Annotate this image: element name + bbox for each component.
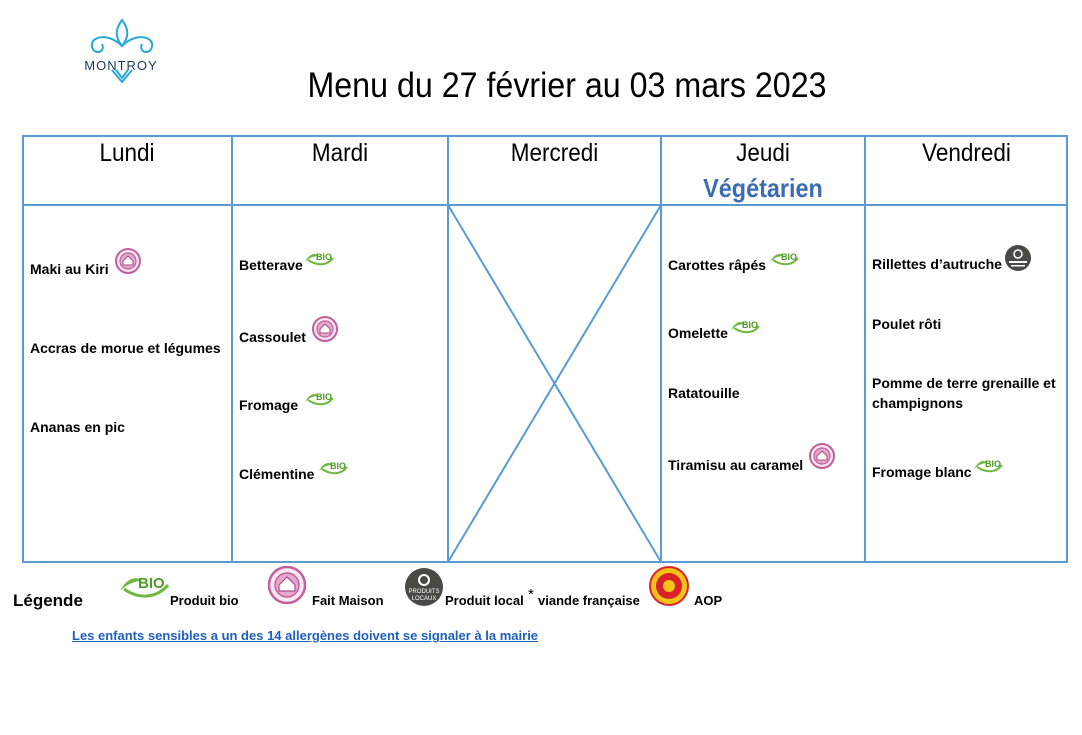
produit-local-icon: PRODUITS LOCAUX [405,568,443,606]
cross-line-2 [447,204,662,563]
aop-icon [649,566,689,606]
bio-icon [317,457,349,479]
menu-item: Tiramisu au caramel [668,457,804,473]
bio-badge-text: BIO [138,575,165,592]
day-header-jeudi: Jeudi [736,139,790,167]
fleur-de-lis-icon [90,18,154,84]
menu-item: Pomme de terre grenaille et champignons [872,375,1056,411]
menu-grid: Lundi Mardi Mercredi Jeudi Végétarien Ve… [22,135,1068,563]
legend-maison-label: Fait Maison [312,593,384,608]
bio-icon [729,316,761,338]
allergen-notice-link[interactable]: Les enfants sensibles a un des 14 allerg… [72,628,539,643]
menu-item: Poulet rôti [872,316,942,332]
montroy-logo: MONTROY [78,18,168,92]
menu-item: Rillettes d’autruche [872,256,1002,272]
menu-item: Betterave [239,257,303,273]
legend-asterisk: * [528,586,534,603]
fait-maison-icon [309,316,341,342]
bio-icon [768,248,800,270]
legend-bio-label: Produit bio [170,593,239,608]
bio-icon: BIO [120,575,170,598]
day-header-vendredi: Vendredi [922,139,1011,167]
legend-viande-label: viande française [538,593,640,608]
fait-maison-icon [112,248,144,274]
fait-maison-icon [806,443,838,469]
fait-maison-icon [267,566,307,604]
menu-item: Fromage [239,397,299,413]
menu-item: Ananas en pic [30,419,125,435]
day-header-mardi: Mardi [311,139,369,167]
menu-item: Omelette [668,325,728,341]
legend-aop-label: AOP [694,593,723,608]
menu-item: Ratatouille [668,385,740,401]
legend-title: Légende [13,591,83,610]
local-badge-line1: PRODUITS [408,589,439,595]
menu-item: Clémentine [239,466,315,482]
logo-text: MONTROY [84,58,158,73]
bio-icon [303,388,335,410]
page-title: Menu du 27 février au 03 mars 2023 [307,66,827,105]
menu-item: Fromage blanc [872,464,972,480]
local-badge-line2: LOCAUX [412,596,437,602]
vegetarien-label: Végétarien [703,173,823,203]
day-header-mercredi: Mercredi [510,139,599,167]
day-header-lundi: Lundi [99,139,155,167]
bio-icon [972,455,1004,477]
menu-item: Carottes râpés [668,257,767,273]
grid-lines [22,135,1068,563]
bio-icon [303,248,335,270]
menu-item: Accras de morue et légumes [30,340,221,356]
produit-local-icon [1002,244,1034,272]
menu-item: Cassoulet [239,329,306,345]
menu-item: Maki au Kiri [30,261,109,277]
legend-local-label: Produit local [445,593,524,608]
legend: Légende BIO Produit bio Fait Maison PROD… [0,565,1082,615]
